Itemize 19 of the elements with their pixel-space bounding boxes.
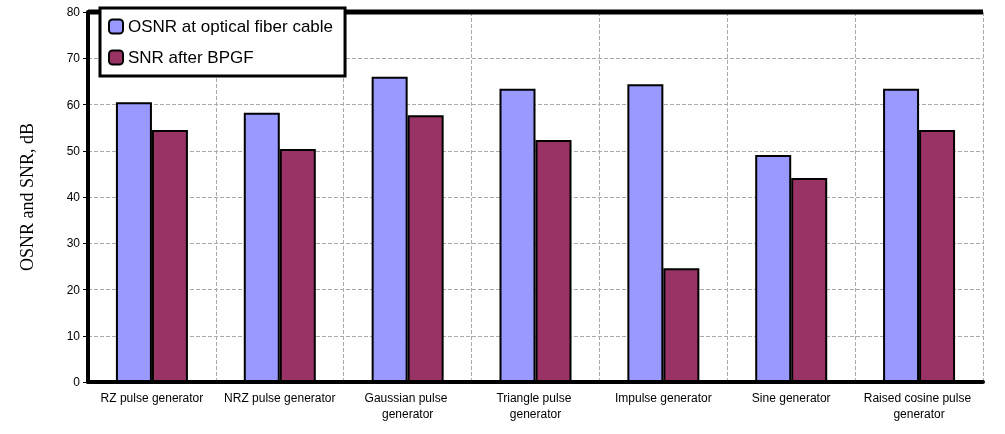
y-tick-label: 60 xyxy=(66,97,81,112)
x-tick-label: Raised cosine pulse generator xyxy=(863,391,975,421)
x-tick-label: Sine generator xyxy=(751,391,831,405)
x-tick-label: RZ pulse generator xyxy=(100,391,204,405)
y-tick-label: 50 xyxy=(66,143,81,158)
y-tick-label: 10 xyxy=(66,328,81,343)
y-tick-label: 70 xyxy=(66,51,81,66)
legend-label: SNR after BPGF xyxy=(128,48,254,67)
x-tick-label: Gaussian pulse generator xyxy=(364,391,451,421)
y-tick-label: 20 xyxy=(66,282,81,297)
y-axis-title: OSNR and SNR, dB xyxy=(17,122,37,272)
y-tick-label: 40 xyxy=(66,190,81,204)
y-tick-label: 30 xyxy=(66,236,81,251)
x-tick-label: Triangle pulse generator xyxy=(496,391,575,421)
legend-label: OSNR at optical fiber cable xyxy=(128,17,334,36)
x-tick-label: Impulse generator xyxy=(614,391,712,405)
x-tick-label: NRZ pulse generator xyxy=(224,391,336,405)
y-tick-label: 0 xyxy=(73,375,81,389)
y-tick-label: 80 xyxy=(66,5,81,19)
